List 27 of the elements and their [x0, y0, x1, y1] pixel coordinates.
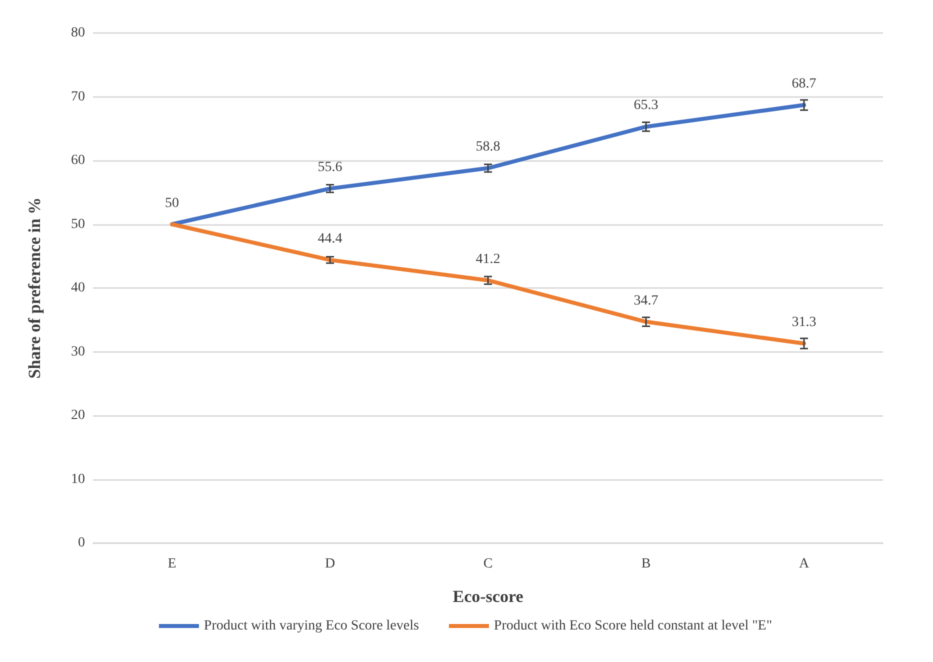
- data-label: 34.7: [634, 293, 658, 308]
- x-tick-label: D: [324, 556, 336, 572]
- data-label: 41.2: [476, 252, 500, 267]
- x-tick-label: A: [798, 556, 810, 572]
- x-tick-label: C: [483, 556, 493, 572]
- x-axis-title: Eco-score: [452, 587, 524, 606]
- y-tick-label: 40: [71, 280, 85, 296]
- y-tick-label: 50: [71, 216, 85, 232]
- y-tick-label: 80: [71, 26, 85, 40]
- legend-label: Product with Eco Score held constant at level "E": [494, 618, 772, 634]
- data-label: 68.7: [792, 76, 816, 92]
- data-label: 31.3: [792, 314, 816, 330]
- y-tick-label: 30: [71, 344, 85, 360]
- data-label: 55.6: [318, 160, 342, 176]
- y-tick-label: 10: [71, 472, 85, 487]
- legend-label: Product with varying Eco Score levels: [204, 618, 419, 634]
- data-label: 65.3: [634, 98, 658, 114]
- data-label: 58.8: [476, 140, 500, 155]
- x-tick-label: E: [168, 556, 176, 572]
- y-tick-label: 70: [71, 89, 85, 104]
- y-tick-label: 0: [78, 536, 85, 550]
- y-tick-label: 20: [71, 408, 85, 423]
- y-tick-label: 60: [71, 153, 85, 168]
- data-label: 50: [165, 196, 179, 211]
- data-label: 44.4: [318, 231, 342, 246]
- x-tick-label: B: [641, 556, 651, 572]
- y-axis-title: Share of preference in %: [25, 197, 44, 379]
